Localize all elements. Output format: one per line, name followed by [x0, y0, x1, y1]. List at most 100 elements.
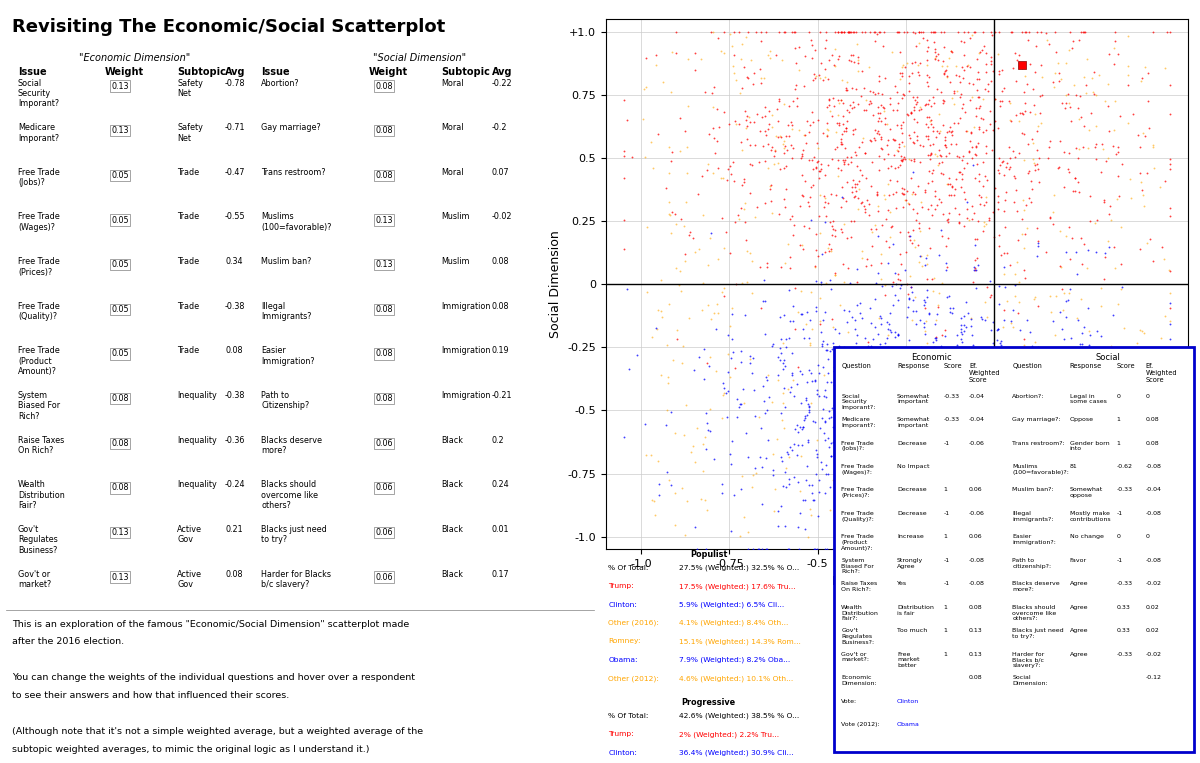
Point: [931, 224, 950, 236]
Point: [818, 405, 838, 417]
Point: [896, 194, 916, 206]
Point: [1040, 135, 1060, 147]
Point: [1094, 196, 1114, 208]
Point: [661, 479, 680, 491]
Point: [896, 60, 916, 72]
Point: [770, 163, 790, 175]
Point: [1045, 378, 1064, 390]
Point: [1046, 414, 1066, 427]
Point: [725, 362, 744, 374]
Point: [1100, 410, 1120, 423]
Point: [1025, 394, 1044, 406]
Point: [866, 543, 886, 555]
Point: [992, 339, 1012, 351]
Point: [940, 543, 959, 555]
Point: [1098, 427, 1117, 439]
Point: [942, 45, 961, 57]
Point: [880, 98, 899, 110]
Point: [880, 453, 899, 465]
Point: [889, 493, 908, 505]
Point: [871, 131, 890, 143]
Text: This is an exploration of the famous "Economic/Social Dimension" scatterplot mad: This is an exploration of the famous "Ec…: [12, 620, 409, 629]
Point: [878, 324, 898, 336]
Point: [946, 391, 965, 404]
Point: [694, 209, 713, 221]
Point: [982, 362, 1001, 374]
Point: [1061, 101, 1080, 113]
Point: [929, 159, 948, 171]
Point: [1118, 79, 1138, 92]
Point: [826, 269, 845, 281]
Point: [1052, 365, 1072, 377]
Point: [826, 267, 845, 279]
Point: [856, 331, 875, 343]
Point: [943, 508, 962, 520]
Point: [1038, 365, 1057, 378]
Point: [788, 521, 808, 533]
Point: [976, 314, 995, 326]
Point: [1014, 479, 1033, 491]
Point: [982, 57, 1001, 69]
Point: [973, 429, 992, 441]
Point: [924, 26, 943, 38]
Point: [1014, 85, 1033, 98]
Point: [764, 505, 784, 517]
Point: [688, 543, 707, 555]
Point: [845, 215, 864, 227]
Point: [788, 361, 808, 373]
Point: [793, 308, 812, 320]
Point: [799, 404, 818, 416]
Point: [948, 423, 967, 436]
Point: [924, 336, 943, 349]
Point: [1111, 283, 1130, 295]
Point: [954, 150, 973, 163]
Point: [958, 26, 977, 38]
Point: [874, 366, 893, 378]
Text: System
Biased For
Rich?: System Biased For Rich?: [18, 391, 60, 421]
Point: [872, 89, 892, 101]
Point: [756, 327, 775, 340]
Point: [937, 126, 956, 138]
Point: [852, 457, 871, 469]
Point: [832, 94, 851, 106]
Point: [892, 521, 911, 533]
Point: [774, 135, 793, 147]
Point: [894, 89, 913, 101]
Point: [1006, 290, 1025, 302]
Point: [883, 446, 902, 458]
Point: [796, 474, 815, 486]
Point: [952, 485, 971, 497]
Point: [998, 475, 1018, 488]
Point: [763, 121, 782, 133]
Text: Economic
Dimension:: Economic Dimension:: [841, 675, 877, 686]
Point: [845, 393, 864, 405]
Point: [662, 206, 682, 218]
Point: [649, 478, 668, 491]
Point: [899, 77, 918, 89]
Point: [1030, 388, 1049, 401]
Point: [1070, 338, 1090, 350]
Point: [842, 128, 862, 140]
Point: [802, 508, 821, 520]
Point: [890, 226, 910, 238]
Point: [745, 139, 764, 151]
Point: [1042, 449, 1061, 461]
Point: [893, 136, 912, 148]
Point: [877, 316, 896, 328]
Point: [961, 497, 980, 509]
Point: [836, 480, 856, 492]
Point: [980, 275, 1000, 287]
Point: [859, 411, 878, 423]
Point: [898, 522, 917, 534]
Point: [935, 401, 954, 414]
Point: [1079, 124, 1098, 137]
Point: [934, 167, 953, 179]
Point: [1052, 324, 1072, 336]
Point: [889, 141, 908, 153]
Point: [714, 389, 733, 401]
Point: [989, 26, 1008, 38]
Point: [1104, 464, 1123, 476]
Point: [925, 43, 944, 56]
Point: [1134, 201, 1153, 213]
Point: [774, 337, 793, 349]
